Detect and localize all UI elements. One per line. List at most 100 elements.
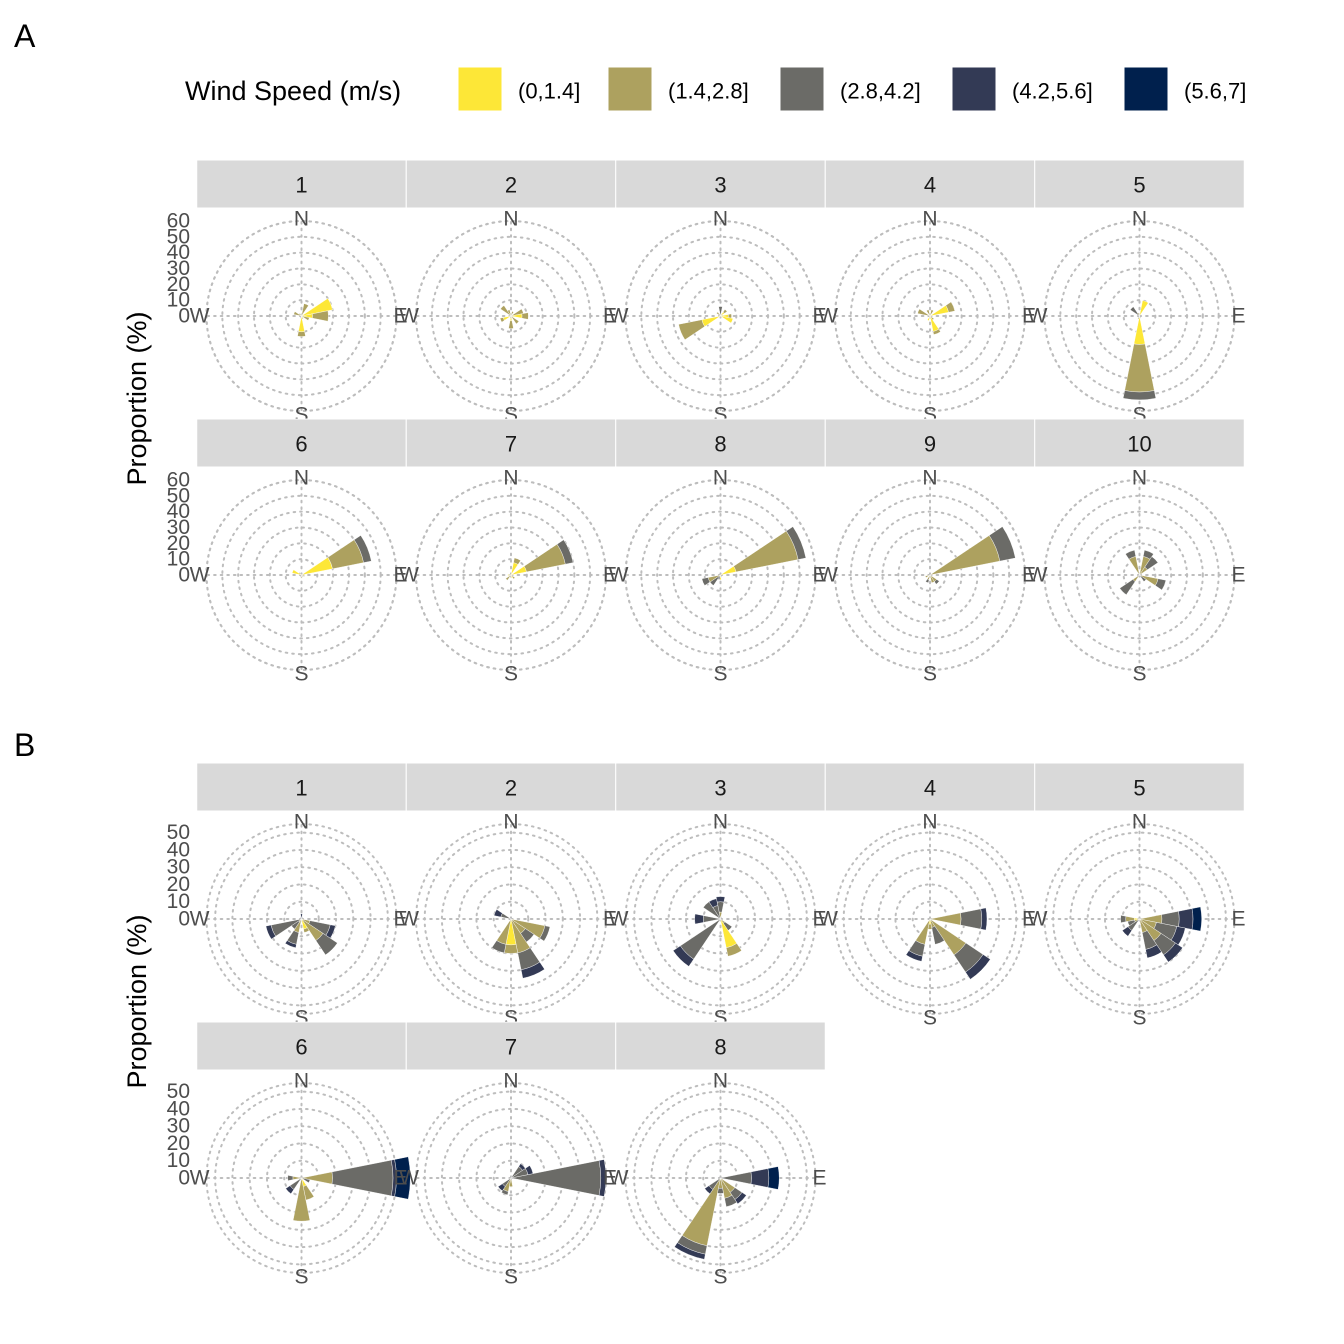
grid-circle — [237, 510, 366, 640]
compass-north-label: N — [503, 208, 518, 231]
wind-rose-bar — [1139, 574, 1147, 582]
facet-strip-label: 3 — [714, 173, 726, 198]
wind-rose-bar — [980, 907, 988, 931]
facet-strip — [196, 418, 407, 468]
facet-strip — [1034, 762, 1245, 812]
wind-rose-bar — [509, 1177, 513, 1187]
radial-tick-label: 0 — [178, 564, 190, 587]
wind-rose-bar — [507, 309, 512, 317]
compass-west-label: W — [818, 908, 838, 931]
grid-circle — [284, 558, 319, 592]
facet-strip — [824, 762, 1036, 812]
grid-circle — [1075, 510, 1204, 640]
facet-strip-label: 6 — [295, 1035, 307, 1060]
wind-rose-bar — [521, 312, 529, 320]
radial-tick-label: 0 — [178, 1167, 190, 1190]
radial-tick-label: 60 — [167, 469, 190, 492]
radial-tick-label: 40 — [167, 500, 190, 523]
facet-strip-label: 5 — [1133, 173, 1145, 198]
legend-label: (0,1.4] — [518, 79, 580, 104]
wind-rose-bar — [301, 315, 310, 321]
wind-rose-bar — [301, 1177, 311, 1184]
legend-swatch — [607, 66, 653, 112]
compass-north-label: N — [503, 467, 518, 490]
wind-rose-bar — [716, 311, 721, 317]
wind-rose-bar — [1155, 578, 1167, 591]
facet-strip — [405, 159, 617, 209]
wind-rose-bar — [539, 925, 551, 942]
grid-circle — [478, 542, 544, 608]
wind-rose-bar — [523, 543, 566, 573]
wind-rose-bar — [945, 301, 956, 313]
wind-rose-bar — [1133, 315, 1146, 345]
wind-rose-bar — [750, 1168, 770, 1188]
compass-east-label: E — [394, 305, 408, 328]
wind-rose-bar — [929, 574, 935, 583]
facet-strip — [824, 159, 1036, 209]
facet-strip — [615, 1021, 826, 1071]
radial-tick-label: 20 — [167, 532, 190, 555]
compass-west-label: W — [609, 305, 629, 328]
compass-west-label: W — [190, 908, 210, 931]
grid-circle — [897, 542, 963, 608]
compass-north-label: N — [922, 811, 937, 834]
wind-rose-bar — [505, 574, 512, 581]
wind-rose-bar — [297, 331, 306, 337]
compass-west-label: W — [190, 564, 210, 587]
wind-rose-bar — [1139, 300, 1149, 317]
compass-north-label: N — [1132, 811, 1147, 834]
compass-east-label: E — [1022, 305, 1036, 328]
grid-circle — [237, 251, 366, 381]
wind-rose-bar — [1137, 312, 1140, 317]
wind-rose-bar — [965, 954, 991, 980]
grid-circle — [1106, 542, 1173, 608]
facet-strip-label: 2 — [505, 173, 517, 198]
compass-east-label: E — [394, 908, 408, 931]
wind-rose-bar — [694, 913, 704, 925]
radial-tick-label: 10 — [167, 890, 190, 913]
panel-a-label: A — [14, 18, 36, 54]
wind-rose-bar — [718, 306, 723, 317]
wind-rose-bar — [1144, 556, 1159, 570]
facet-strip — [824, 418, 1036, 468]
wind-rose-bar — [1119, 579, 1136, 596]
wind-rose-bar — [720, 565, 737, 576]
grid-circle — [913, 558, 947, 592]
facet-6: 6 N S E W — [190, 1021, 411, 1289]
wind-rose-bar — [925, 578, 930, 583]
wind-rose-bar — [520, 961, 545, 979]
compass-north-label: N — [503, 1070, 518, 1093]
wind-rose-bar — [292, 1177, 311, 1222]
compass-north-label: N — [294, 1070, 309, 1093]
legend-label: (4.2,5.6] — [1012, 79, 1093, 104]
radial-tick-label: 10 — [167, 1149, 190, 1172]
compass-south-label: S — [504, 1266, 518, 1289]
radial-tick-label: 40 — [167, 1097, 190, 1120]
compass-east-label: E — [1022, 908, 1036, 931]
compass-south-label: S — [1132, 663, 1146, 686]
wind-rose-bar — [284, 940, 297, 949]
wind-rose-bar — [1145, 944, 1162, 959]
facet-4: 4 N S E W — [818, 762, 1036, 1030]
compass-east-label: E — [1232, 908, 1246, 931]
grid-circle — [446, 510, 576, 640]
compass-north-label: N — [1132, 208, 1147, 231]
compass-east-label: E — [603, 908, 617, 931]
grid-circle — [656, 251, 785, 381]
compass-north-label: N — [1132, 467, 1147, 490]
wind-rose-bar — [917, 308, 931, 317]
radial-tick-label: 30 — [167, 1115, 190, 1138]
compass-west-label: W — [399, 1167, 419, 1190]
facet-strip — [615, 762, 826, 812]
wind-rose-bar — [988, 526, 1016, 562]
y-axis-title: Proportion (%) — [122, 914, 152, 1088]
grid-circle — [897, 283, 963, 349]
wind-rose-bar — [674, 1242, 706, 1260]
wind-rose-bar — [510, 1160, 601, 1196]
facet-10: 10 N S E W — [1028, 418, 1246, 686]
wind-rose-bar — [301, 303, 309, 317]
grid-circle — [1122, 558, 1157, 592]
compass-east-label: E — [1232, 564, 1246, 587]
